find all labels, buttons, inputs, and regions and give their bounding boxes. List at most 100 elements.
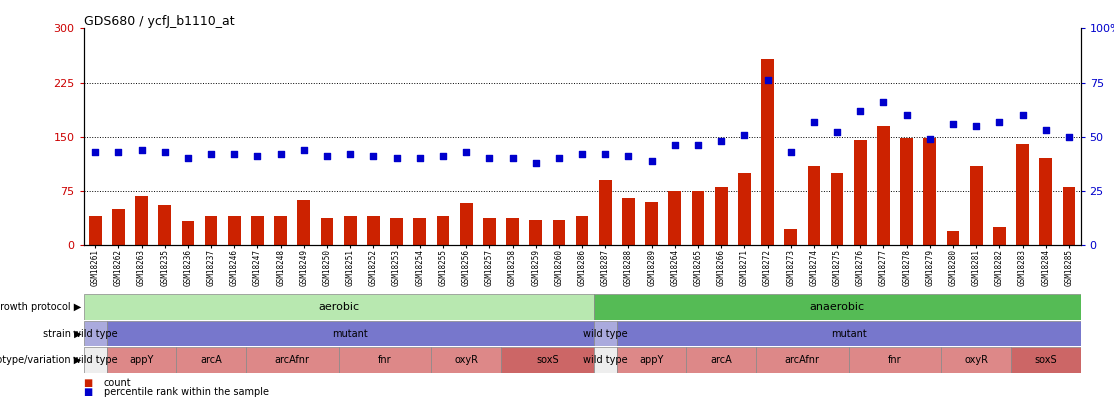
- Point: [874, 99, 892, 105]
- Point: [596, 151, 614, 157]
- Text: fnr: fnr: [378, 355, 392, 365]
- Point: [133, 147, 150, 153]
- Point: [341, 151, 359, 157]
- Point: [550, 155, 568, 162]
- Text: ■: ■: [84, 387, 92, 397]
- Point: [898, 112, 916, 118]
- Point: [828, 129, 846, 136]
- Point: [527, 160, 545, 166]
- Bar: [1016, 144, 1029, 245]
- Text: fnr: fnr: [888, 355, 902, 365]
- Bar: [594, 347, 617, 373]
- Text: mutant: mutant: [831, 328, 867, 339]
- Point: [1061, 133, 1078, 140]
- Bar: [594, 294, 1081, 320]
- Bar: [205, 216, 217, 245]
- Bar: [107, 321, 594, 346]
- Bar: [668, 191, 681, 245]
- Bar: [111, 209, 125, 245]
- Point: [782, 149, 800, 155]
- Bar: [1063, 187, 1075, 245]
- Text: soxS: soxS: [536, 355, 558, 365]
- Bar: [89, 216, 101, 245]
- Bar: [622, 198, 635, 245]
- Point: [945, 120, 962, 127]
- Text: aerobic: aerobic: [317, 302, 359, 312]
- Bar: [84, 294, 594, 320]
- Text: soxS: soxS: [1035, 355, 1057, 365]
- Point: [504, 155, 521, 162]
- Text: arcAfnr: arcAfnr: [785, 355, 820, 365]
- Bar: [941, 347, 1012, 373]
- Bar: [135, 196, 148, 245]
- Point: [272, 151, 290, 157]
- Bar: [339, 347, 431, 373]
- Bar: [158, 205, 172, 245]
- Point: [573, 151, 590, 157]
- Bar: [553, 220, 565, 245]
- Bar: [645, 202, 658, 245]
- Bar: [431, 347, 501, 373]
- Bar: [576, 216, 588, 245]
- Text: anaerobic: anaerobic: [810, 302, 864, 312]
- Point: [202, 151, 219, 157]
- Text: growth protocol ▶: growth protocol ▶: [0, 302, 81, 312]
- Text: GDS680 / ycfJ_b1110_at: GDS680 / ycfJ_b1110_at: [84, 15, 234, 28]
- Bar: [367, 216, 380, 245]
- Text: appY: appY: [639, 355, 664, 365]
- Text: oxyR: oxyR: [965, 355, 988, 365]
- Point: [666, 142, 684, 149]
- Point: [712, 138, 730, 144]
- Point: [643, 157, 661, 164]
- Bar: [107, 347, 176, 373]
- Bar: [877, 126, 890, 245]
- Text: percentile rank within the sample: percentile rank within the sample: [104, 387, 268, 397]
- Bar: [413, 217, 427, 245]
- Bar: [756, 347, 849, 373]
- Bar: [854, 140, 867, 245]
- Bar: [761, 59, 774, 245]
- Point: [851, 107, 869, 114]
- Text: arcA: arcA: [711, 355, 732, 365]
- Point: [179, 155, 197, 162]
- Point: [109, 149, 127, 155]
- Point: [156, 149, 174, 155]
- Text: count: count: [104, 377, 131, 388]
- Bar: [176, 347, 246, 373]
- Point: [434, 153, 452, 160]
- Point: [388, 155, 405, 162]
- Point: [759, 77, 776, 83]
- Point: [319, 153, 336, 160]
- Text: strain ▶: strain ▶: [42, 328, 81, 339]
- Text: appY: appY: [129, 355, 154, 365]
- Point: [735, 131, 753, 138]
- Point: [990, 118, 1008, 125]
- Text: oxyR: oxyR: [455, 355, 478, 365]
- Bar: [321, 217, 333, 245]
- Bar: [970, 166, 983, 245]
- Point: [690, 142, 707, 149]
- Point: [480, 155, 498, 162]
- Bar: [617, 321, 1081, 346]
- Bar: [599, 180, 612, 245]
- Text: arcA: arcA: [201, 355, 222, 365]
- Bar: [437, 216, 449, 245]
- Point: [364, 153, 382, 160]
- Point: [1014, 112, 1032, 118]
- Bar: [344, 216, 356, 245]
- Bar: [84, 347, 107, 373]
- Text: wild type: wild type: [72, 328, 117, 339]
- Bar: [1012, 347, 1081, 373]
- Point: [1037, 127, 1055, 133]
- Point: [295, 147, 313, 153]
- Bar: [483, 217, 496, 245]
- Bar: [251, 216, 264, 245]
- Bar: [84, 321, 107, 346]
- Bar: [501, 347, 594, 373]
- Text: arcAfnr: arcAfnr: [275, 355, 310, 365]
- Bar: [460, 203, 472, 245]
- Bar: [737, 173, 751, 245]
- Point: [248, 153, 266, 160]
- Text: wild type: wild type: [583, 355, 627, 365]
- Point: [225, 151, 243, 157]
